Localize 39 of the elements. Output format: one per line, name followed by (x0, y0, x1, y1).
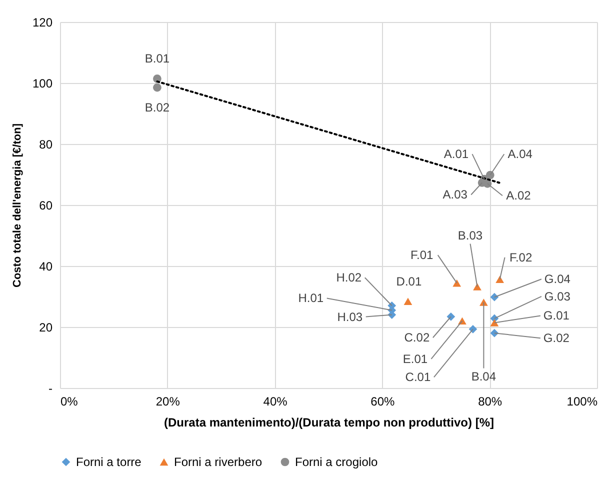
annotation: B.04 (471, 369, 496, 384)
annotation: H.01 (298, 291, 324, 306)
y-tick-label: - (48, 382, 52, 396)
annotation: B.02 (144, 100, 170, 115)
annotation: F.02 (509, 250, 532, 264)
annotation: E.01 (402, 352, 428, 366)
annotation: A.01 (444, 147, 469, 162)
y-tick-label: 60 (39, 198, 53, 212)
annotation: B.01 (144, 52, 170, 66)
annotation: A.02 (506, 188, 532, 203)
annotation: F.01 (410, 248, 434, 262)
legend-label: Forni a crogiolo (295, 455, 378, 469)
annotation: D.01 (396, 274, 422, 288)
legend-label: Forni a torre (76, 455, 142, 469)
x-tick-label: 0% (60, 394, 78, 408)
x-axis-title: (Durata mantenimento)/(Durata tempo non produttivo) [%] (164, 416, 494, 430)
x-tick-label: 20% (156, 394, 180, 408)
y-tick-label: 100 (32, 76, 53, 90)
annotation: B.03 (458, 228, 483, 243)
x-tick-label: 100% (566, 394, 598, 408)
x-tick-label: 40% (263, 394, 288, 408)
annotation: G.01 (543, 308, 570, 323)
annotation: G.02 (543, 331, 570, 346)
annotation: C.01 (405, 370, 431, 384)
x-tick-label: 80% (478, 394, 502, 408)
annotation: H.02 (336, 270, 362, 285)
annotation: A.04 (508, 147, 533, 162)
y-axis-title: Costo totale dell'energia [€/ton] (11, 123, 24, 288)
annotation: A.03 (442, 188, 468, 202)
y-tick-label: 120 (32, 16, 53, 30)
annotation: G.03 (544, 289, 571, 304)
annotation: H.03 (337, 310, 363, 324)
y-tick-label: 20 (39, 320, 53, 334)
annotation: C.02 (404, 330, 430, 345)
y-tick-label: 40 (39, 260, 53, 274)
annotation: G.04 (544, 272, 571, 286)
y-tick-label: 80 (39, 138, 53, 152)
x-tick-label: 60% (370, 394, 396, 408)
legend-label: Forni a riverbero (174, 455, 262, 469)
